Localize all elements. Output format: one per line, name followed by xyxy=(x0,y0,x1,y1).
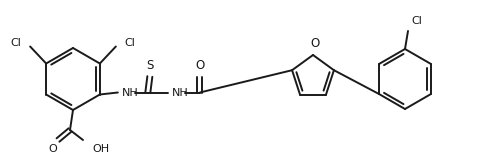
Text: O: O xyxy=(195,59,205,71)
Text: NH: NH xyxy=(122,87,139,97)
Text: Cl: Cl xyxy=(125,38,136,49)
Text: O: O xyxy=(310,37,320,50)
Text: Cl: Cl xyxy=(411,16,422,26)
Text: S: S xyxy=(146,59,153,71)
Text: OH: OH xyxy=(92,144,109,154)
Text: O: O xyxy=(49,144,57,154)
Text: Cl: Cl xyxy=(11,38,21,49)
Text: NH: NH xyxy=(172,87,189,97)
